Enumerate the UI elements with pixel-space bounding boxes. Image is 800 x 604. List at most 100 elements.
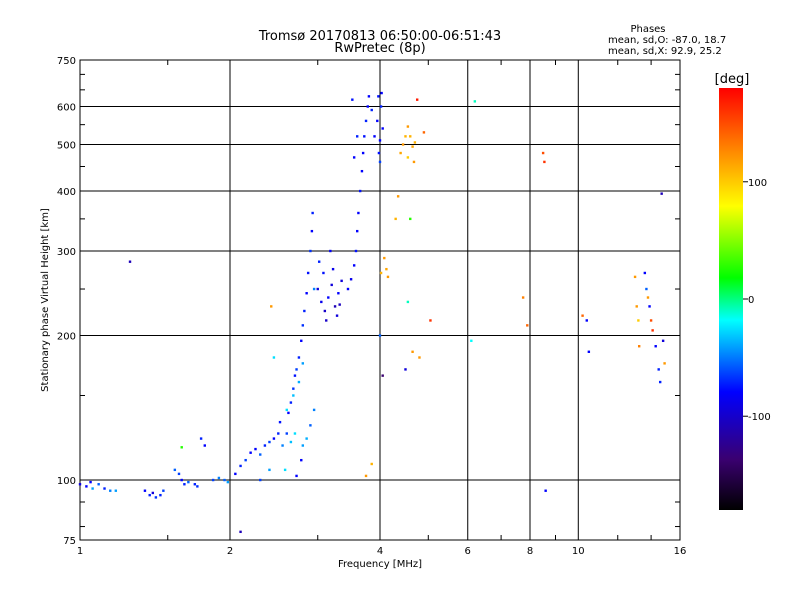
data-point (143, 489, 147, 492)
y-tick-label: 75 (63, 536, 76, 547)
data-point (380, 91, 383, 95)
data-point (381, 374, 384, 377)
data-point (78, 483, 82, 486)
data-point (272, 356, 276, 359)
data-point (361, 151, 365, 155)
data-point (378, 334, 382, 337)
data-point (364, 119, 368, 123)
x-tick-label: 8 (527, 546, 533, 557)
data-point (327, 296, 330, 299)
data-point (223, 478, 226, 482)
colorbar-tick-label: -100 (748, 412, 771, 423)
x-tick-label: 1 (77, 546, 83, 557)
data-point (259, 453, 262, 456)
data-point (357, 211, 360, 215)
data-point (193, 483, 197, 486)
plot-area: 1 2 4 6 8 10 16 75 100 200 300 400 500 600 750 (57, 56, 686, 557)
x-tick-label: 10 (572, 546, 585, 557)
data-point (661, 339, 665, 343)
data-point (239, 530, 242, 534)
data-point (409, 217, 412, 221)
data-point (316, 287, 319, 291)
data-point (305, 292, 308, 295)
data-point (651, 329, 654, 332)
data-point (162, 489, 165, 492)
y-tick-label: 500 (57, 141, 76, 152)
y-axis-label: Stationary phase Virtual Height [km] (40, 208, 51, 392)
x-tick-label: 2 (227, 546, 233, 557)
data-point (335, 314, 339, 317)
data-point (363, 135, 366, 138)
data-point (249, 451, 252, 454)
data-point (396, 195, 400, 198)
data-point (635, 305, 638, 308)
data-point (180, 446, 183, 449)
data-point (311, 211, 314, 215)
data-point (378, 139, 382, 142)
stats-line-o: mean, sd,O: -87.0, 18.7 (608, 35, 726, 46)
data-point (323, 309, 327, 313)
data-point (349, 278, 353, 281)
data-point (268, 440, 271, 444)
data-point (301, 362, 305, 365)
data-point (411, 350, 414, 353)
data-point (272, 437, 276, 440)
data-point (406, 156, 410, 159)
data-point (196, 485, 199, 488)
data-point (646, 296, 650, 299)
data-point (355, 135, 359, 138)
data-point (244, 458, 247, 462)
y-tick-label: 200 (57, 332, 76, 343)
data-point (401, 143, 405, 146)
data-point (351, 98, 354, 101)
data-point (173, 468, 177, 472)
data-point (263, 444, 267, 447)
chart-subtitle: RwPretec (8p) (334, 41, 425, 56)
data-point (180, 478, 183, 482)
data-point (285, 408, 288, 412)
data-point (366, 105, 369, 108)
data-point (293, 432, 297, 435)
data-point (541, 151, 545, 155)
data-point (128, 260, 132, 263)
data-point (358, 189, 362, 193)
data-point (322, 271, 325, 275)
y-tick-label: 100 (57, 476, 76, 487)
data-point (268, 468, 271, 472)
data-point (305, 437, 308, 440)
data-point (645, 287, 648, 291)
data-point (285, 432, 288, 435)
data-point (211, 478, 215, 482)
data-point (151, 491, 155, 495)
data-point (637, 345, 641, 348)
data-point (203, 444, 206, 447)
data-point (281, 444, 284, 447)
y-tick-label: 750 (57, 56, 76, 67)
data-point (312, 287, 316, 291)
data-point (654, 345, 657, 348)
data-point (413, 141, 417, 144)
data-point (418, 356, 421, 359)
data-point (379, 105, 383, 108)
data-point (114, 489, 118, 492)
data-point (226, 480, 230, 484)
data-point (429, 319, 432, 322)
stats-heading: Phases (630, 24, 665, 35)
data-point (278, 420, 282, 424)
stats-line-x: mean, sd,X: 92.9, 25.2 (608, 46, 722, 57)
data-point (309, 424, 312, 427)
data-point (217, 476, 221, 480)
data-point (377, 95, 380, 98)
data-point (239, 464, 242, 468)
data-point (329, 249, 332, 253)
data-point (404, 135, 407, 138)
data-point (378, 160, 382, 164)
data-point (415, 98, 419, 101)
data-point (234, 472, 237, 476)
data-point (412, 160, 416, 164)
data-point (259, 478, 262, 482)
data-point (295, 474, 298, 478)
data-point (303, 309, 306, 313)
data-point (406, 300, 410, 304)
data-point (543, 160, 546, 164)
